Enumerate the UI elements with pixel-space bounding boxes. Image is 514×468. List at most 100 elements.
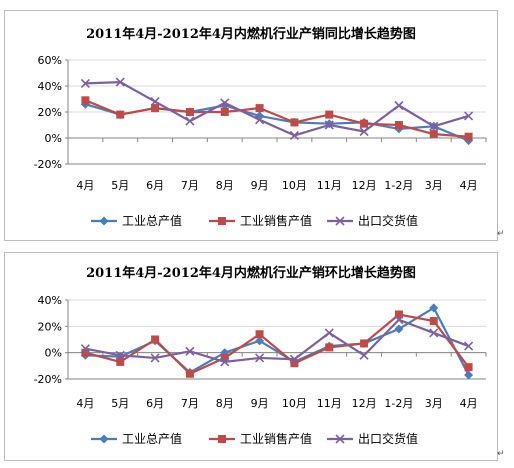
x-tick-label: 5月: [111, 179, 129, 192]
y-tick-label: 40%: [38, 80, 62, 93]
legend-marker: [218, 217, 226, 225]
paragraph-mark-2: ↵: [497, 449, 505, 459]
chart-panel-mom: 2011年4月-2012年4月内燃机行业产销环比增长趋势图 40% 20% 0% -20…: [4, 252, 498, 461]
data-point-series-1: [255, 336, 265, 346]
chart-panel-yoy: 2011年4月-2012年4月内燃机行业产销同比增长趋势图 60% 40% 20% 0%…: [4, 10, 498, 241]
y-tick-label: 0%: [45, 132, 62, 145]
legend-marker: [99, 434, 109, 444]
x-tick-label: 3月: [425, 397, 443, 410]
data-point-series-1: [429, 303, 439, 313]
x-tick-label: 8月: [216, 397, 234, 410]
data-point-series-2: [360, 119, 369, 128]
chart-title: 2011年4月-2012年4月内燃机行业产销同比增长趋势图: [86, 26, 416, 42]
data-point-series-2: [394, 121, 403, 129]
data-point-series-2: [220, 353, 229, 362]
legend-label: 出口交货值: [358, 213, 418, 228]
series-line-1: [85, 306, 470, 376]
data-point-series-3: [185, 346, 195, 356]
x-tick-label: 9月: [251, 397, 269, 410]
x-tick-label: 12月: [352, 397, 377, 410]
series-line-2: [84, 99, 469, 138]
data-point-series-3: [150, 97, 160, 107]
series-line-2: [85, 313, 470, 375]
x-tick-label: 1-2月: [384, 397, 413, 410]
series-line-3: [85, 80, 469, 137]
x-tick-label: 4月: [460, 179, 478, 192]
data-point-series-3: [359, 350, 369, 360]
x-tick-label: 11月: [317, 397, 342, 410]
data-point-series-3: [289, 354, 299, 364]
mom-chart-svg: 2011年4月-2012年4月内燃机行业产销环比增长趋势图 40% 20% 0% -20…: [34, 265, 487, 446]
data-point-series-2: [151, 335, 160, 344]
data-point-series-2: [255, 330, 264, 339]
legend-label: 工业总产值: [122, 431, 182, 446]
data-point-series-2: [185, 369, 194, 378]
x-tick-label: 8月: [216, 179, 234, 192]
chart-title: 2011年4月-2012年4月内燃机行业产销环比增长趋势图: [86, 265, 416, 281]
data-point-series-2: [325, 110, 334, 119]
data-point-series-3: [255, 353, 265, 363]
x-tick-label: 1-2月: [384, 179, 413, 192]
data-point-series-3: [220, 98, 230, 108]
data-point-series-3: [80, 344, 90, 354]
data-point-series-2: [325, 343, 334, 352]
data-point-series-3: [115, 77, 125, 87]
y-tick-label: -20%: [34, 158, 62, 171]
legend-marker: [335, 216, 345, 226]
data-point-series-2: [464, 132, 473, 141]
data-point-series-3: [429, 121, 439, 131]
data-point-series-3: [185, 116, 195, 126]
y-tick-label: 40%: [38, 294, 62, 307]
data-point-series-2: [290, 118, 299, 127]
data-point-series-2: [116, 110, 125, 119]
data-point-series-3: [150, 353, 160, 363]
data-point-series-1: [464, 370, 474, 380]
data-point-series-2: [81, 348, 90, 357]
x-tick-label: 7月: [181, 179, 199, 192]
data-point-series-3: [464, 341, 474, 351]
y-tick-label: 20%: [38, 106, 62, 119]
y-tick-label: 60%: [38, 54, 62, 67]
x-tick-label: 10月: [282, 179, 307, 192]
data-point-series-2: [81, 96, 90, 105]
legend-marker: [335, 434, 345, 444]
data-point-series-2: [290, 359, 299, 368]
data-point-series-3: [80, 78, 90, 88]
x-tick-label: 6月: [146, 397, 164, 410]
data-point-series-3: [464, 111, 474, 121]
x-tick-label: 4月: [76, 397, 94, 410]
legend-label: 出口交货值: [358, 431, 418, 446]
data-point-series-3: [359, 126, 369, 137]
series-line-3: [85, 318, 469, 363]
x-tick-label: 12月: [352, 179, 377, 192]
legend-label: 工业总产值: [122, 213, 182, 228]
data-point-series-3: [115, 350, 125, 360]
yoy-chart-svg: 2011年4月-2012年4月内燃机行业产销同比增长趋势图 60% 40% 20% 0%…: [34, 26, 487, 228]
data-point-series-2: [220, 108, 229, 116]
x-tick-label: 5月: [111, 397, 129, 410]
data-point-series-3: [394, 315, 404, 325]
data-point-series-2: [429, 130, 438, 139]
data-point-series-2: [255, 104, 264, 113]
data-point-series-3: [324, 120, 334, 130]
x-tick-label: 9月: [251, 179, 269, 192]
data-point-series-3: [220, 357, 230, 367]
data-point-series-2: [360, 339, 369, 348]
legend-marker: [218, 435, 226, 443]
x-tick-label: 7月: [181, 397, 199, 410]
paragraph-mark-1: ↵: [497, 229, 505, 239]
x-tick-label: 11月: [317, 179, 342, 192]
data-point-series-2: [394, 310, 403, 319]
x-tick-label: 6月: [146, 179, 164, 192]
y-tick-label: -20%: [34, 373, 62, 386]
data-point-series-3: [429, 328, 439, 338]
data-point-series-3: [324, 328, 334, 338]
data-point-series-2: [116, 357, 125, 366]
data-point-series-2: [151, 104, 160, 113]
data-point-series-2: [429, 317, 438, 326]
data-point-series-3: [289, 130, 299, 140]
data-point-series-2: [185, 108, 194, 116]
x-tick-label: 4月: [460, 397, 478, 410]
x-tick-label: 4月: [76, 179, 94, 192]
x-tick-label: 10月: [282, 397, 307, 410]
